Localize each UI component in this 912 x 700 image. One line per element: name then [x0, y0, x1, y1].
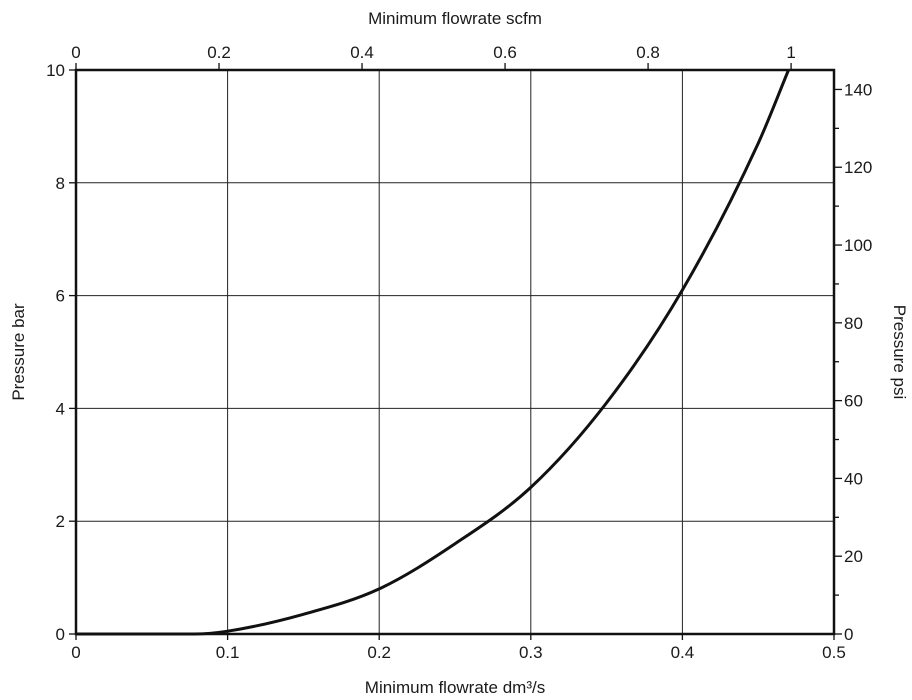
ticks — [69, 63, 842, 640]
right-tick-label: 40 — [844, 469, 863, 488]
right-tick-label: 100 — [844, 236, 872, 255]
grid — [76, 70, 834, 634]
x-tick-label: 0.5 — [822, 643, 846, 662]
top-tick-label: 0 — [71, 43, 80, 62]
right-tick-label: 120 — [844, 158, 872, 177]
y-tick-label: 0 — [56, 625, 65, 644]
top-tick-label: 0.6 — [493, 43, 517, 62]
top-tick-label: 0.8 — [636, 43, 660, 62]
right-tick-label: 20 — [844, 547, 863, 566]
y-tick-label: 10 — [46, 61, 65, 80]
x-tick-label: 0.1 — [216, 643, 240, 662]
right-tick-label: 140 — [844, 80, 872, 99]
top-tick-label: 0.2 — [207, 43, 231, 62]
x-tick-label: 0.2 — [367, 643, 391, 662]
top-tick-label: 1 — [786, 43, 795, 62]
y-tick-label: 6 — [56, 287, 65, 306]
right-tick-label: 80 — [844, 314, 863, 333]
x-axis-title: Minimum flowrate dm³/s — [365, 678, 545, 697]
right-tick-label: 0 — [844, 625, 853, 644]
series-line — [76, 69, 790, 636]
y-axis-title: Pressure bar — [9, 303, 28, 401]
right-axis-title: Pressure psi — [890, 305, 909, 399]
x-tick-label: 0 — [71, 643, 80, 662]
plot-frame — [74, 68, 836, 636]
y-tick-label: 2 — [56, 512, 65, 531]
y-tick-label: 8 — [56, 174, 65, 193]
right-tick-label: 60 — [844, 392, 863, 411]
top-tick-label: 0.4 — [350, 43, 374, 62]
x-tick-label: 0.3 — [519, 643, 543, 662]
y-tick-label: 4 — [56, 399, 65, 418]
top-axis-title: Minimum flowrate scfm — [368, 9, 542, 28]
x-tick-label: 0.4 — [671, 643, 695, 662]
